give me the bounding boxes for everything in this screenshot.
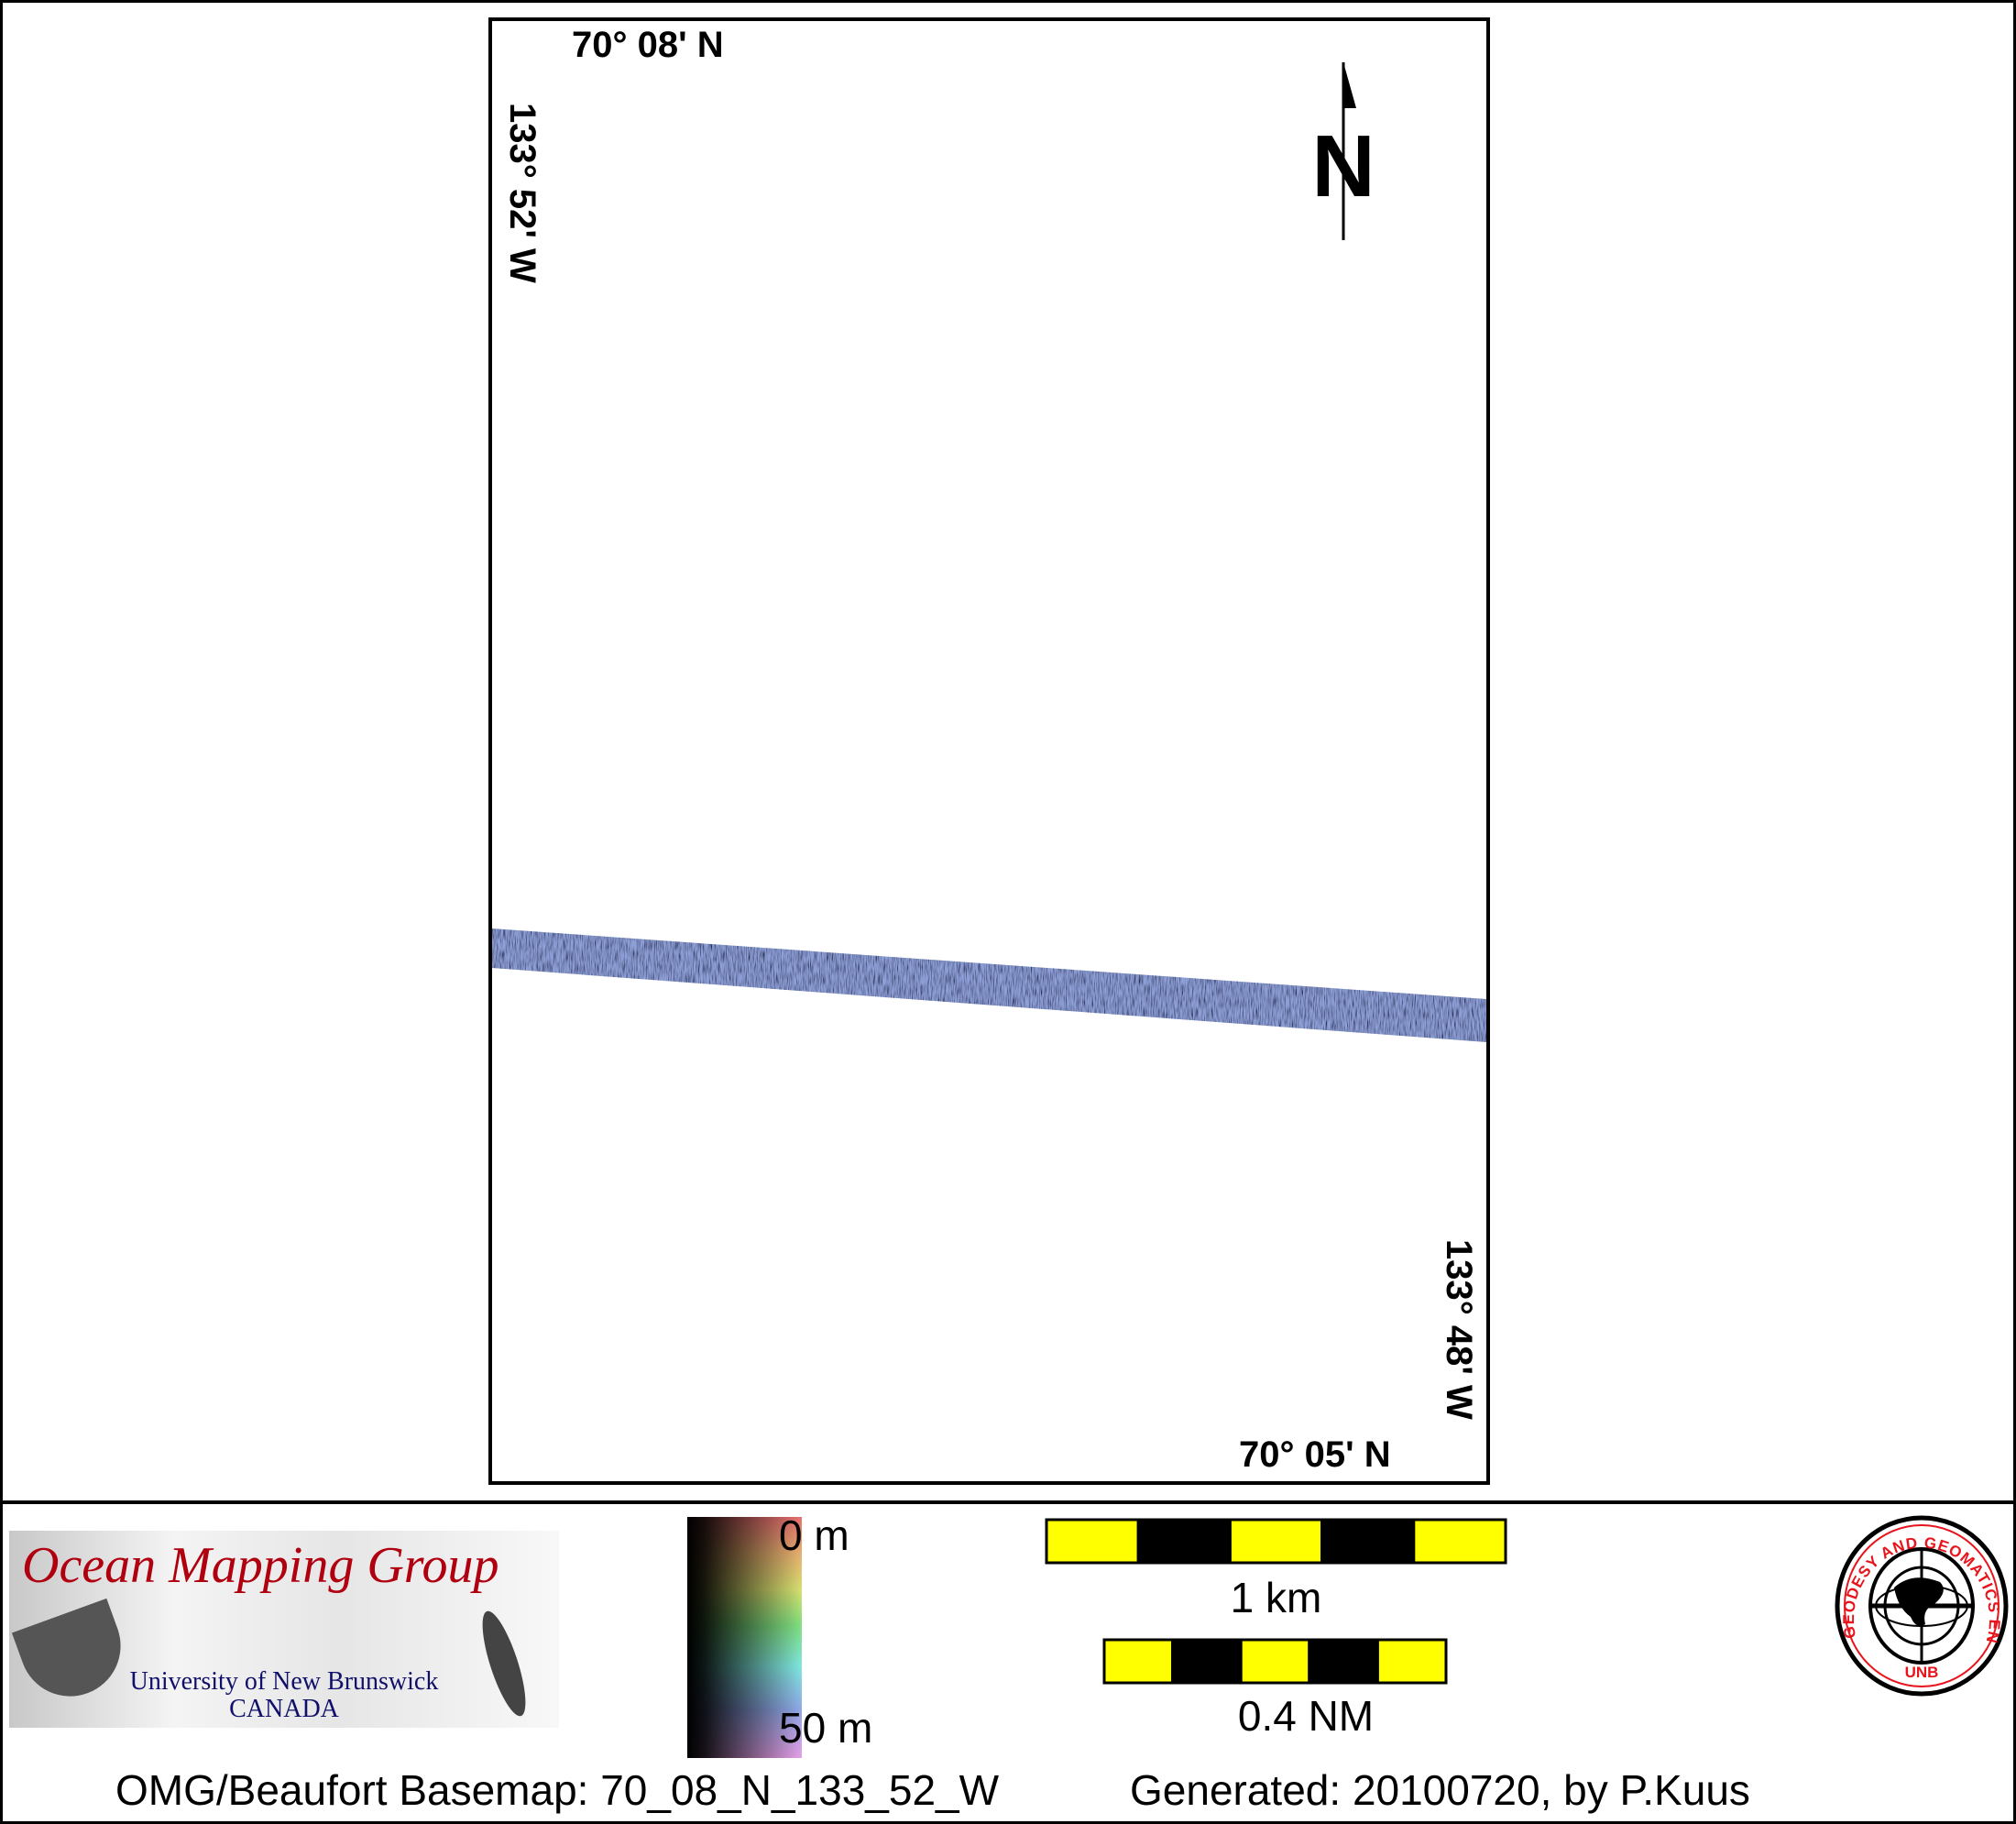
basemap-caption: OMG/Beaufort Basemap: 70_08_N_133_52_W <box>115 1766 1000 1814</box>
depth-top-label: 0 m <box>779 1511 849 1559</box>
university-name: University of New Brunswick <box>129 1667 439 1696</box>
north-label: N <box>1311 117 1375 215</box>
north-arrow-icon: N <box>1311 62 1375 240</box>
scale-bar-segment <box>1171 1638 1243 1685</box>
scale-bar-segment <box>1239 1638 1311 1685</box>
bottom-latitude-label: 70° 05' N <box>1239 1434 1391 1475</box>
left-longitude-label: 133° 52' W <box>502 103 542 283</box>
unb-text: UNB <box>1905 1664 1939 1681</box>
scale-bar-segment <box>1320 1518 1416 1565</box>
omg-university: University of New Brunswick CANADA <box>9 1668 559 1723</box>
country-name: CANADA <box>229 1695 339 1723</box>
unb-logo: GEODESY AND GEOMATICS ENGINEERING UNB <box>1835 1515 2009 1697</box>
scale-bars <box>1045 1518 1507 1685</box>
omg-title: Ocean Mapping Group <box>22 1537 499 1594</box>
top-latitude-label: 70° 08' N <box>572 25 724 65</box>
depth-bottom-label: 50 m <box>779 1704 873 1752</box>
right-longitude-label: 133° 48' W <box>1439 1239 1479 1420</box>
bathymetry-swath <box>492 928 1486 1042</box>
map-frame <box>488 17 1490 1485</box>
scale-bar-segment <box>1412 1518 1507 1565</box>
generated-caption: Generated: 20100720, by P.Kuus <box>1130 1766 1750 1814</box>
scale-bar-segment <box>1136 1518 1232 1565</box>
scale-nm-label: 0.4 NM <box>1237 1692 1375 1740</box>
scale-bar-segment <box>1045 1518 1140 1565</box>
depth-colorbar <box>687 1517 802 1758</box>
omg-logo: Ocean Mapping Group University of New Br… <box>9 1531 559 1728</box>
scale-bar-segment <box>1228 1518 1324 1565</box>
scale-bar-segment <box>1102 1638 1175 1685</box>
scale-km-label: 1 km <box>1230 1574 1322 1621</box>
scale-bar-segment <box>1308 1638 1379 1685</box>
scale-bar-segment <box>1375 1638 1448 1685</box>
